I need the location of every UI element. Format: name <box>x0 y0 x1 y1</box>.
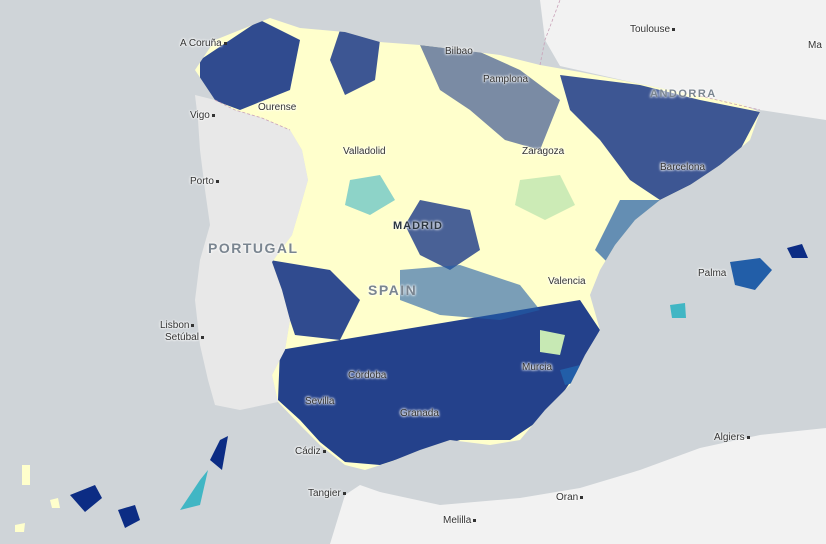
portugal-land <box>195 95 308 410</box>
city-name: Tangier <box>308 488 341 499</box>
city-label-cordoba: Córdoba <box>348 370 386 381</box>
france-land <box>540 0 826 120</box>
city-label-cadiz: Cádiz <box>295 446 328 457</box>
city-dot <box>191 323 195 327</box>
ibiza <box>670 303 686 318</box>
city-name: Sevilla <box>305 396 335 407</box>
city-label-porto: Porto <box>190 176 221 187</box>
city-label-melilla: Melilla <box>443 515 478 526</box>
canary-lanzarote <box>210 436 228 470</box>
city-name: Córdoba <box>348 370 387 381</box>
city-label-palma: Palma <box>698 268 726 279</box>
city-name: Vigo <box>190 110 210 121</box>
city-name: Lisbon <box>160 320 190 331</box>
city-label-tangier: Tangier <box>308 488 348 499</box>
country-label-portugal: PORTUGAL <box>208 240 299 256</box>
city-label-marseille-partial: Ma <box>808 40 822 51</box>
city-name: Pamplona <box>483 74 529 85</box>
country-label-andorra: ANDORRA <box>650 88 717 100</box>
canary-tenerife <box>70 485 102 512</box>
city-label-toulouse: Toulouse <box>630 24 677 35</box>
city-label-valladolid: Valladolid <box>343 146 386 157</box>
africa-land <box>330 428 826 544</box>
city-label-oran: Oran <box>556 492 585 503</box>
city-dot <box>580 495 584 499</box>
canary-lapalma <box>22 465 30 485</box>
city-label-valencia: Valencia <box>548 276 586 287</box>
city-label-ourense: Ourense <box>258 102 296 113</box>
city-label-zaragoza: Zaragoza <box>522 146 564 157</box>
city-label-bilbao: Bilbao <box>445 46 473 57</box>
capital-label-madrid: MADRID <box>393 220 443 232</box>
city-name: Valencia <box>548 276 586 287</box>
city-label-sevilla: Sevilla <box>305 396 334 407</box>
city-label-algiers: Algiers <box>714 432 752 443</box>
city-name: Porto <box>190 176 214 187</box>
city-label-vigo: Vigo <box>190 110 217 121</box>
city-dot <box>215 179 219 183</box>
city-name: Toulouse <box>630 24 671 35</box>
city-name: Setúbal <box>165 332 199 343</box>
city-dot <box>200 335 204 339</box>
city-name: Palma <box>698 268 727 279</box>
city-name: Bilbao <box>445 46 473 57</box>
canary-grancanaria <box>118 505 140 528</box>
border-lines <box>214 0 761 131</box>
city-name: Zaragoza <box>522 146 565 157</box>
city-label-a-coruna: A Coruña <box>180 38 229 49</box>
city-name: Barcelona <box>660 162 706 173</box>
city-name: Cádiz <box>295 446 321 457</box>
city-name: Granada <box>400 408 439 419</box>
canary-fuerteventura <box>180 470 208 510</box>
city-name: Algiers <box>714 432 745 443</box>
city-dot <box>746 435 750 439</box>
city-name: Melilla <box>443 515 472 526</box>
city-name: Ourense <box>258 102 297 113</box>
city-name: Oran <box>556 492 579 503</box>
country-label-spain: SPAIN <box>368 282 418 298</box>
city-dot <box>473 518 477 522</box>
menorca <box>787 244 808 258</box>
city-dot <box>672 27 676 31</box>
city-name: A Coruña <box>180 38 222 49</box>
city-dot <box>211 113 215 117</box>
canary-lagomera <box>50 498 60 508</box>
city-name: Ma <box>808 40 822 51</box>
city-dot <box>342 491 346 495</box>
city-dot <box>322 449 326 453</box>
city-label-murcia: Murcia <box>522 362 552 373</box>
city-dot <box>223 41 227 45</box>
city-label-barcelona: Barcelona <box>660 162 705 173</box>
city-label-lisbon: Lisbon <box>160 320 196 331</box>
city-label-pamplona: Pamplona <box>483 74 528 85</box>
canary-hierro <box>15 523 25 532</box>
mallorca <box>730 258 772 290</box>
city-name: Valladolid <box>343 146 386 157</box>
city-label-granada: Granada <box>400 408 439 419</box>
city-label-setubal: Setúbal <box>165 332 206 343</box>
city-name: Murcia <box>522 362 553 373</box>
